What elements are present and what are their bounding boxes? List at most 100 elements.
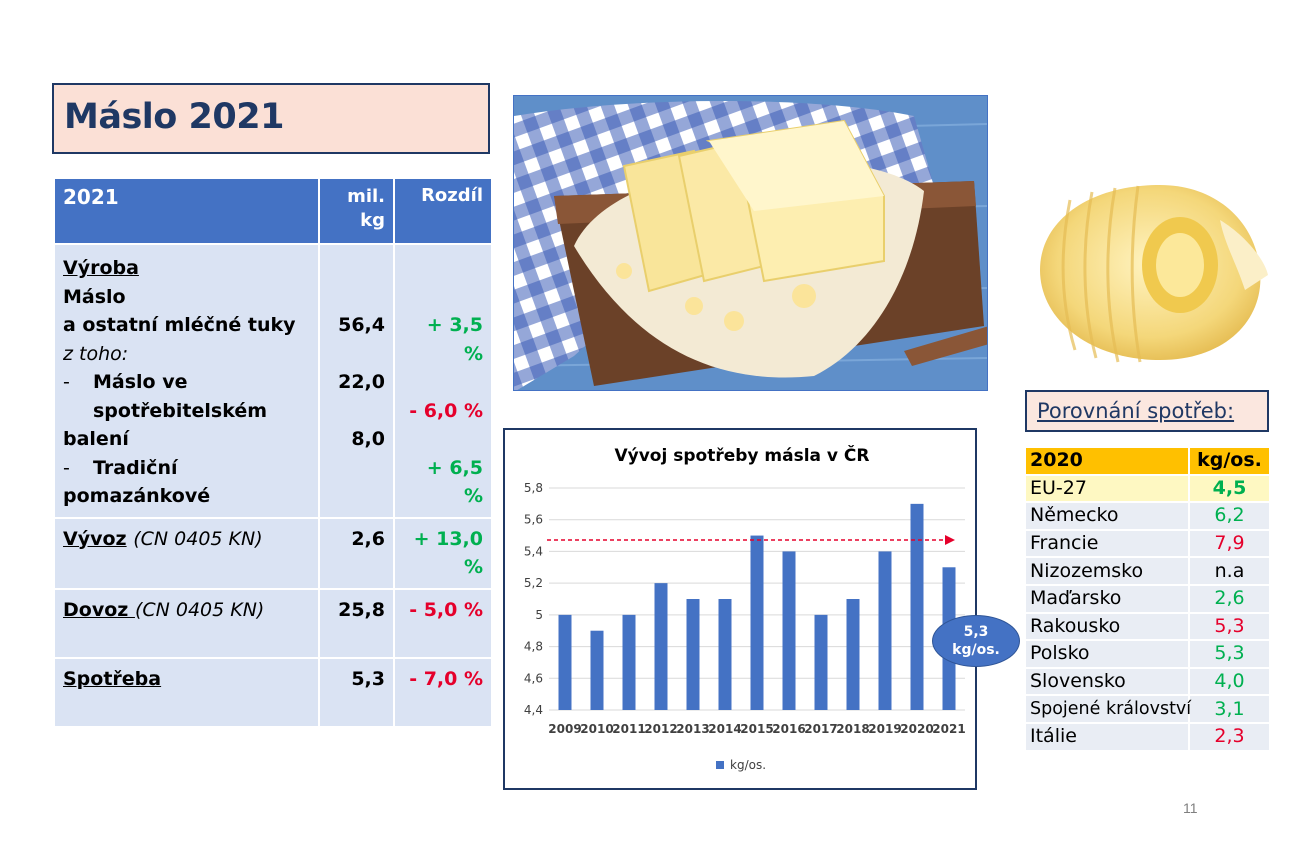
comparison-value: 4,5: [1188, 473, 1271, 504]
comparison-value: n.a: [1188, 556, 1271, 586]
comparison-country: Polsko: [1024, 639, 1190, 669]
current-value-bubble: 5,3 kg/os.: [932, 615, 1020, 667]
chart-title: Vývoj spotřeby másla v ČR: [614, 444, 869, 466]
chart-bar: [558, 614, 572, 710]
x-tick-label: 2019: [868, 722, 901, 736]
comparison-country: EU-27: [1024, 473, 1190, 504]
y-tick-label: 4,4: [524, 703, 543, 717]
page-number: 11: [1183, 800, 1198, 816]
legend-label: kg/os.: [730, 758, 766, 772]
comparison-row: Maďarsko 2,6: [1024, 583, 1271, 614]
comparison-row: Slovensko 4,0: [1024, 666, 1271, 697]
comparison-value: 5,3: [1188, 611, 1271, 642]
x-tick-label: 2011: [612, 722, 645, 736]
table-row-spotreba: Spotřeba 5,3 - 7,0 %: [53, 656, 493, 728]
comparison-value: 2,6: [1188, 583, 1271, 614]
comparison-row: Itálie 2,3: [1024, 721, 1271, 752]
comparison-title: Porovnání spotřeb:: [1037, 399, 1235, 423]
x-tick-label: 2014: [708, 722, 741, 736]
comparison-header-unit: kg/os.: [1188, 446, 1271, 476]
comparison-country: Německo: [1024, 501, 1190, 531]
title-box: Máslo 2021: [52, 83, 490, 154]
comparison-row: EU-27 4,5: [1024, 473, 1271, 504]
comparison-header-row: 2020 kg/os.: [1024, 446, 1271, 476]
x-tick-label: 2013: [676, 722, 709, 736]
vyroba-heading: Výroba: [63, 257, 139, 279]
spotreba-diff: - 7,0 %: [393, 656, 493, 728]
vyroba-label-cell: Výroba Máslo a ostatní mléčné tuky z toh…: [53, 243, 320, 519]
table-header-row: 2021 mil. kg Rozdíl: [53, 177, 493, 245]
chart-bar: [622, 614, 636, 710]
table-row-vyroba: Výroba Máslo a ostatní mléčné tuky z toh…: [53, 243, 493, 519]
y-tick-label: 4,8: [524, 640, 543, 654]
dovoz-label: Dovoz: [63, 598, 135, 621]
comparison-row: Německo 6,2: [1024, 501, 1271, 531]
y-tick-label: 5,2: [524, 576, 543, 590]
header-year: 2021: [53, 177, 320, 245]
comparison-table: 2020 kg/os. EU-27 4,5 Německo 6,2 Francie 7,9…: [1024, 446, 1271, 752]
y-tick-label: 5: [535, 608, 543, 622]
chart-bar: [654, 583, 668, 710]
table-row-vyvoz: Vývoz (CN 0405 KN) 2,6 + 13,0 %: [53, 516, 493, 590]
comparison-value: 2,3: [1188, 721, 1271, 752]
comparison-country: Spojené království: [1024, 694, 1191, 724]
x-tick-label: 2015: [740, 722, 773, 736]
comparison-country: Rakousko: [1024, 611, 1190, 642]
spotreba-label: Spotřeba: [63, 667, 162, 690]
comparison-country: Francie: [1024, 528, 1190, 559]
vyvoz-value: 2,6: [318, 516, 395, 590]
chart-bar: [686, 599, 700, 710]
header-difference: Rozdíl: [393, 177, 493, 245]
comparison-value: 3,1: [1188, 694, 1271, 724]
chart-bar: [878, 551, 892, 710]
y-tick-label: 5,4: [524, 544, 543, 558]
x-tick-label: 2020: [900, 722, 933, 736]
chart-bar: [718, 599, 732, 710]
x-tick-label: 2016: [772, 722, 805, 736]
x-tick-label: 2017: [804, 722, 837, 736]
chart-bar: [750, 535, 764, 710]
chart-bar: [846, 599, 860, 710]
comparison-value: 7,9: [1188, 528, 1271, 559]
chart-bar: [590, 630, 604, 710]
butter-stats-table: 2021 mil. kg Rozdíl Výroba Máslo a ostat…: [53, 177, 493, 728]
y-tick-label: 5,8: [524, 481, 543, 495]
vyroba-value-cell: 56,4 22,0 8,0: [318, 243, 395, 519]
comparison-title-box: Porovnání spotřeb:: [1025, 390, 1269, 432]
legend-swatch: [716, 761, 724, 769]
chart-bar: [782, 551, 796, 710]
comparison-row: Nizozemsko n.a: [1024, 556, 1271, 586]
comparison-country: Slovensko: [1024, 666, 1190, 697]
x-tick-label: 2018: [836, 722, 869, 736]
table-row-dovoz: Dovoz (CN 0405 KN) 25,8 - 5,0 %: [53, 587, 493, 659]
chart-bar: [910, 503, 924, 710]
x-tick-label: 2010: [580, 722, 613, 736]
butter-block-photo: [513, 95, 988, 391]
dovoz-value: 25,8: [318, 587, 395, 659]
butter-curl-photo: [1030, 180, 1270, 370]
header-unit: mil. kg: [318, 177, 395, 245]
chart-canvas: Vývoj spotřeby másla v ČR 4,4 4,6 4,8 5 5,2 5…: [524, 444, 966, 772]
vyvoz-label: Vývoz: [63, 527, 127, 550]
comparison-header-year: 2020: [1024, 446, 1190, 476]
dovoz-diff: - 5,0 %: [393, 587, 493, 659]
spotreba-value: 5,3: [318, 656, 395, 728]
comparison-row: Polsko 5,3: [1024, 639, 1271, 669]
comparison-value: 4,0: [1188, 666, 1271, 697]
trend-arrow-head: [945, 535, 955, 545]
comparison-row: Spojené království 3,1: [1024, 694, 1271, 724]
comparison-country: Nizozemsko: [1024, 556, 1190, 586]
comparison-country: Itálie: [1024, 721, 1190, 752]
vyroba-diff-cell: + 3,5 % - 6,0 % + 6,5 %: [393, 243, 493, 519]
x-tick-label: 2012: [644, 722, 677, 736]
comparison-row: Rakousko 5,3: [1024, 611, 1271, 642]
vyvoz-diff: + 13,0 %: [393, 516, 493, 590]
comparison-value: 6,2: [1188, 501, 1271, 531]
chart-bar: [814, 614, 828, 710]
comparison-row: Francie 7,9: [1024, 528, 1271, 559]
comparison-value: 5,3: [1188, 639, 1271, 669]
x-tick-label: 2021: [932, 722, 965, 736]
page-title: Máslo 2021: [64, 97, 284, 137]
y-tick-label: 5,6: [524, 513, 543, 527]
comparison-country: Maďarsko: [1024, 583, 1190, 614]
